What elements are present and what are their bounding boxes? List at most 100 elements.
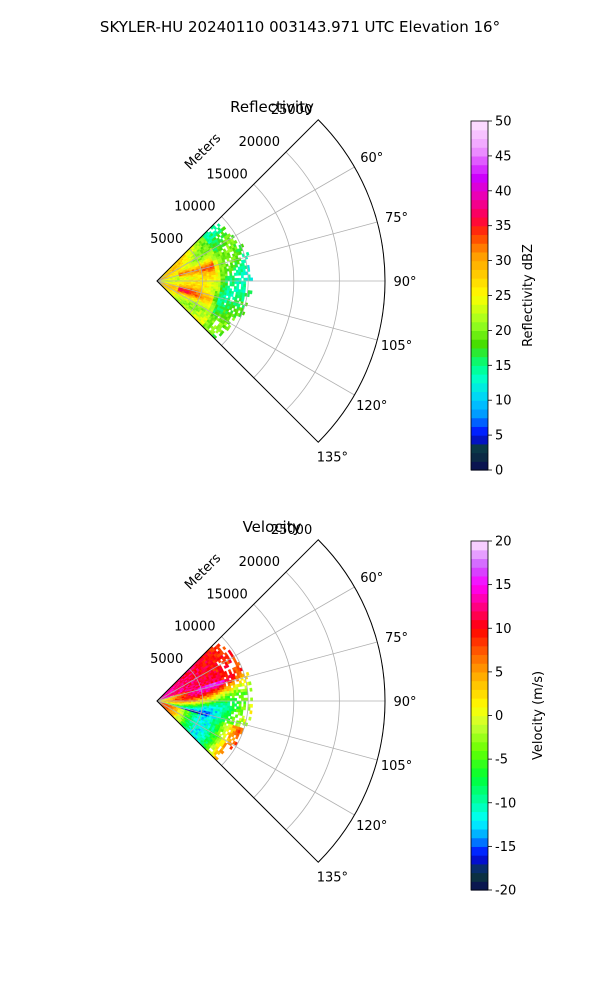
colorbar-label: Velocity (m/s) (531, 671, 546, 760)
data-cell (249, 687, 253, 692)
data-cell (234, 278, 238, 282)
colorbar-segment (471, 706, 488, 717)
azimuth-tick-label: 90° (393, 695, 416, 710)
colorbar-segment (471, 278, 488, 288)
colorbar-segment (471, 567, 488, 577)
azimuth-tick-label: 60° (360, 571, 383, 586)
colorbar: 0 5 10 15 20 25 30 35 40 45 50 Reflectivity dBZ (470, 115, 536, 479)
data-cell (224, 273, 228, 277)
data-cell (230, 711, 235, 715)
data-cell (241, 682, 245, 687)
data-cell (220, 696, 224, 700)
colorbar-tick-label: 0 (495, 709, 503, 724)
data-cell (234, 703, 237, 707)
data-cell (235, 686, 239, 691)
colorbar-tick-label: 0 (495, 464, 503, 479)
data-cell (236, 692, 240, 696)
colorbar-segment (471, 374, 488, 384)
colorbar-segment (471, 382, 488, 393)
radial-tick-label: 20000 (239, 135, 280, 150)
grid-spoke (156, 700, 355, 816)
data-cell (222, 226, 227, 231)
data-cell (218, 332, 223, 337)
data-cell (233, 239, 238, 245)
colorbar-segment (471, 663, 488, 673)
colorbar-segment (471, 776, 488, 786)
colorbar-segment (471, 260, 488, 270)
azimuth-tick-label: 75° (385, 211, 408, 226)
panel-title: Velocity (243, 518, 302, 536)
colorbar-tick-label: 10 (495, 394, 512, 409)
data-cell (231, 283, 235, 287)
colorbar-tick-label: 25 (495, 289, 512, 304)
colorbar-tick-label: 50 (495, 115, 512, 130)
colorbar-segment (471, 593, 488, 603)
colorbar-segment (471, 715, 488, 725)
colorbar-segment (471, 400, 488, 410)
colorbar-tick-label: 30 (495, 254, 512, 269)
data-cell (222, 696, 226, 699)
data-cell (220, 694, 224, 697)
colorbar-tick-label: 5 (495, 665, 503, 680)
colorbar-segment (471, 794, 488, 804)
colorbar-segment (471, 837, 488, 847)
azimuth-tick-label: 120° (356, 819, 387, 834)
data-cell (238, 703, 242, 707)
data-cell (225, 695, 228, 699)
data-cell (250, 277, 253, 282)
data-cell (215, 274, 219, 278)
data-cell (250, 697, 253, 702)
data-cell (234, 280, 238, 284)
grid-spoke (156, 280, 355, 396)
colorbar-segment (471, 173, 488, 183)
colorbar-tick-label: 35 (495, 219, 512, 234)
data-cell (206, 697, 210, 700)
azimuth-tick-label: 60° (360, 151, 383, 166)
data-cell (215, 694, 219, 698)
data-cell (225, 283, 228, 287)
radial-tick-label: 5000 (150, 652, 183, 667)
data-cell (240, 283, 244, 288)
colorbar-segment (471, 365, 488, 375)
radial-tick-label: 10000 (174, 620, 215, 635)
panel-title: Reflectivity (230, 98, 314, 116)
colorbar-tick-label: -15 (495, 840, 516, 855)
colorbar-segment (471, 164, 488, 174)
data-cell (213, 276, 217, 280)
data-cell (216, 643, 221, 648)
colorbar-segment (471, 767, 488, 778)
radial-tick-label: 5000 (150, 232, 183, 247)
colorbar-tick-label: 40 (495, 184, 512, 199)
colorbar-segment (471, 356, 488, 366)
colorbar-tick-label: 20 (495, 535, 512, 550)
data-cell (234, 698, 238, 702)
colorbar-segment (471, 698, 488, 708)
colorbar-segment (471, 872, 488, 882)
data-cell (222, 283, 226, 286)
colorbar-segment (471, 216, 488, 227)
reflectivity-panel: Reflectivity500010000150002000025000Mete… (150, 98, 536, 479)
data-cell (222, 703, 226, 706)
data-cell (215, 329, 220, 334)
data-cell (245, 251, 250, 257)
data-cell (213, 696, 217, 700)
data-cell (218, 702, 222, 706)
data-cell (225, 703, 228, 707)
data-cell (218, 282, 222, 286)
data-cell (236, 277, 240, 282)
data-cell (243, 283, 247, 288)
colorbar-segment (471, 304, 488, 314)
colorbar-segment (471, 321, 488, 331)
data-cell (216, 751, 221, 756)
colorbar-segment (471, 689, 488, 699)
data-cell (242, 289, 246, 294)
data-cell (220, 276, 224, 280)
data-cell (238, 280, 242, 285)
colorbar-segment (471, 225, 488, 236)
colorbar-segment (471, 435, 488, 445)
azimuth-tick-label: 105° (381, 339, 412, 354)
colorbar-segment (471, 391, 488, 401)
sector-frame (156, 119, 386, 443)
data-cell (248, 716, 252, 721)
data-cell (215, 276, 219, 280)
